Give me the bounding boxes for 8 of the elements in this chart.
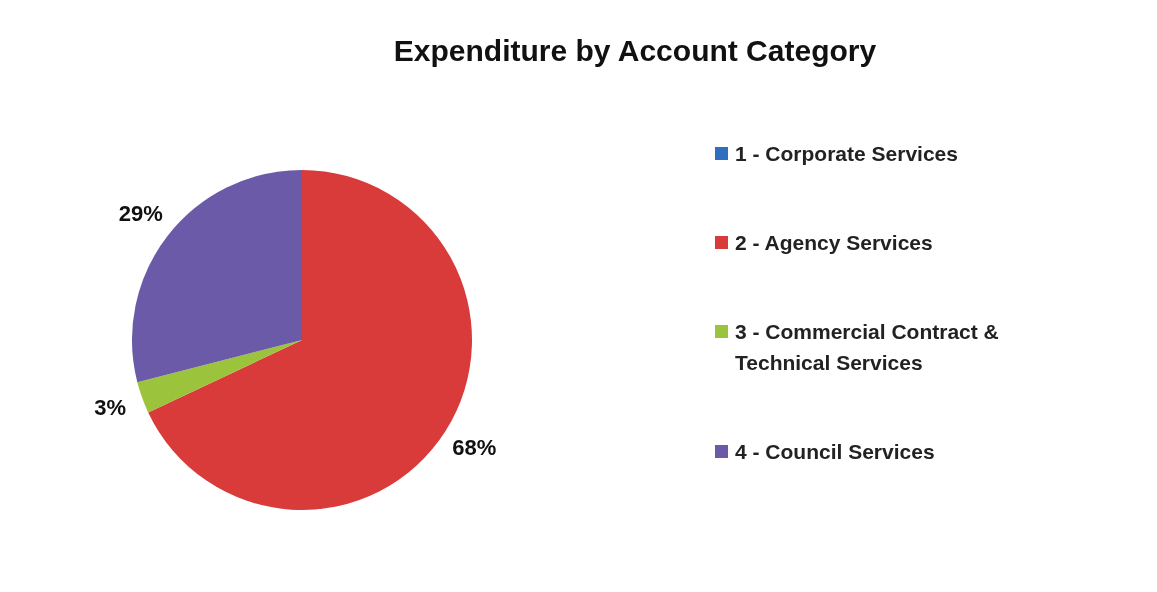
legend-label: 4 - Council Services: [735, 439, 935, 465]
data-label: 3%: [94, 395, 126, 421]
data-label: 68%: [452, 435, 497, 461]
legend-label: 3 - Commercial Contract & Technical Services: [735, 319, 1000, 376]
legend-label: 2 - Agency Services: [735, 230, 933, 256]
legend-label: 1 - Corporate Services: [735, 141, 958, 167]
chart-title: Expenditure by Account Category: [392, 34, 878, 68]
data-label: 29%: [118, 201, 163, 227]
